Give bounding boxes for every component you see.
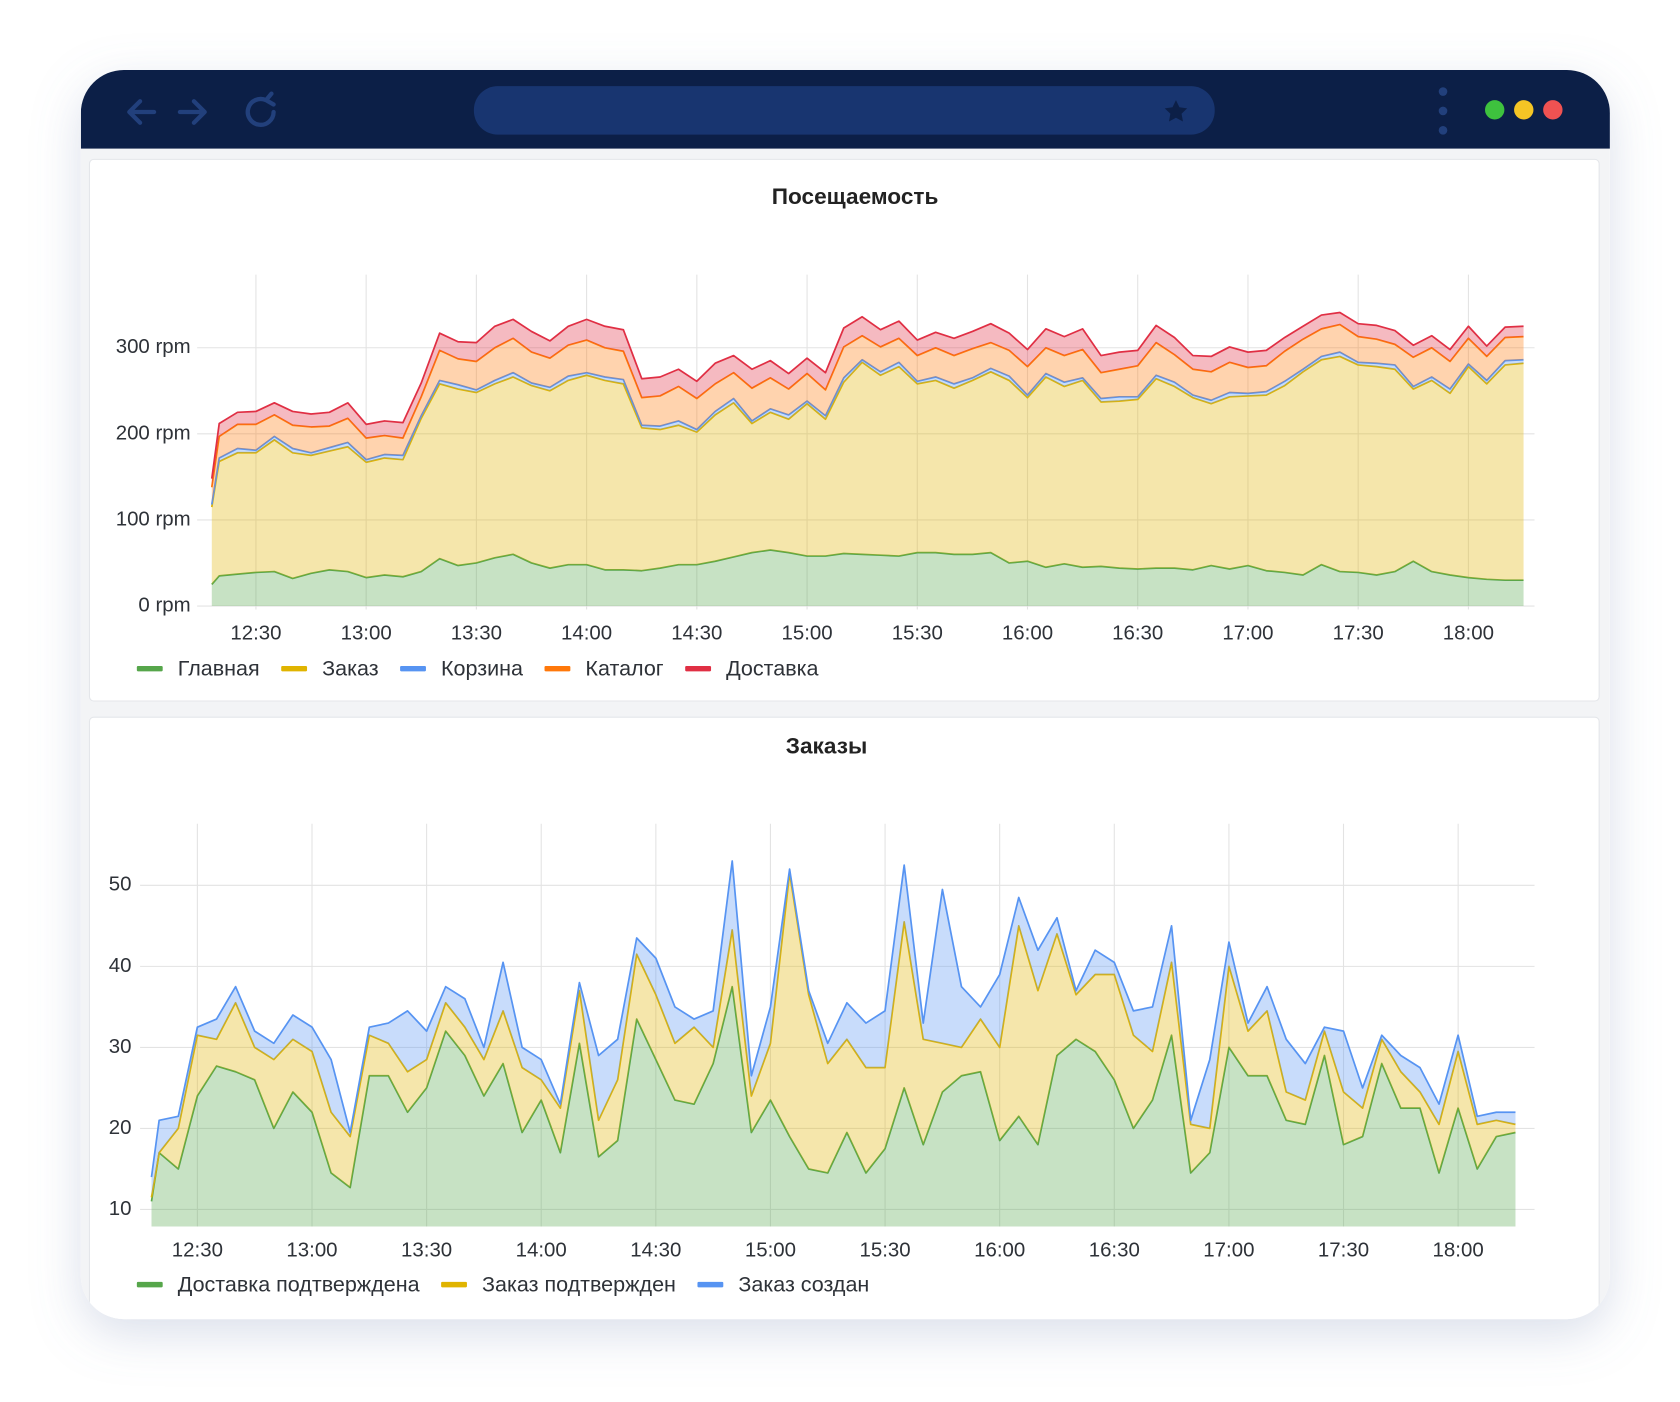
browser-content — [80, 69, 1610, 1320]
x-tick-label: 17:00 — [1222, 622, 1273, 645]
legend-label: Доставка подтверждена — [178, 1272, 420, 1296]
area-line — [210, 355, 1524, 508]
area-fill — [151, 873, 1516, 1202]
area-line — [210, 323, 1524, 488]
x-tick-label: 15:30 — [892, 622, 943, 645]
plot-area — [210, 311, 1524, 607]
legend-label: Корзина — [441, 656, 523, 680]
area-fill — [211, 324, 1524, 505]
window-dot-yellow[interactable] — [1514, 100, 1534, 120]
x-tick-label: 14:30 — [671, 622, 722, 645]
legend-swatch — [136, 1281, 163, 1288]
y-tick-label: 30 — [109, 1035, 132, 1058]
area-line — [210, 351, 1524, 505]
area-line — [211, 549, 1524, 586]
forward-button[interactable] — [177, 99, 207, 125]
x-tick-label: 16:30 — [1089, 1239, 1140, 1262]
x-tick-label: 15:00 — [745, 1239, 796, 1262]
x-tick-label: 13:00 — [341, 622, 392, 645]
window-dot-green[interactable] — [1485, 100, 1505, 120]
y-tick-label: 200 rpm — [116, 421, 191, 444]
y-tick-label: 50 — [109, 873, 132, 896]
legend-label: Заказ — [322, 656, 379, 680]
x-tick-label: 13:30 — [401, 1239, 452, 1262]
area-fill — [211, 352, 1524, 508]
x-tick-label: 15:30 — [859, 1239, 910, 1262]
legend-label: Доставка — [726, 656, 818, 680]
legend-swatch — [544, 666, 571, 672]
area-line — [150, 860, 1516, 1178]
legend-label: Каталог — [585, 656, 663, 680]
x-tick-label: 12:30 — [172, 1239, 223, 1262]
x-tick-label: 13:30 — [451, 622, 502, 645]
legend-swatch — [281, 666, 308, 672]
panel — [88, 158, 1600, 702]
chart-title: Посещаемость — [772, 184, 939, 209]
plot-area — [150, 860, 1516, 1227]
x-tick-label: 16:00 — [1002, 622, 1053, 645]
y-tick-label: 0 rpm — [138, 593, 190, 616]
x-tick-label: 17:00 — [1203, 1239, 1254, 1262]
y-tick-label: 10 — [109, 1197, 132, 1220]
x-tick-label: 13:00 — [286, 1239, 337, 1262]
x-tick-label: 16:00 — [974, 1239, 1025, 1262]
legend-swatch — [136, 666, 163, 672]
y-tick-label: 100 rpm — [116, 507, 191, 530]
x-tick-label: 14:00 — [561, 622, 612, 645]
x-tick-label: 16:30 — [1112, 622, 1163, 645]
bookmark-star[interactable] — [1164, 100, 1188, 122]
x-tick-label: 12:30 — [230, 622, 281, 645]
legend-swatch — [685, 666, 712, 672]
legend-swatch — [697, 1281, 724, 1288]
back-button[interactable] — [127, 99, 157, 125]
y-tick-label: 300 rpm — [116, 335, 191, 358]
x-tick-label: 17:30 — [1318, 1239, 1369, 1262]
menu-button[interactable] — [1438, 87, 1448, 135]
area-fill — [151, 986, 1516, 1227]
y-tick-label: 40 — [109, 954, 132, 977]
legend-label: Главная — [178, 656, 260, 680]
x-tick-label: 17:30 — [1333, 622, 1384, 645]
panel — [88, 716, 1600, 1320]
chart: Посещаемость 0 rpm 100 rpm 200 rpm 300 rpm 12… — [116, 184, 1535, 680]
chart-title: Заказы — [786, 733, 867, 758]
legend-label: Заказ подтвержден — [482, 1272, 676, 1296]
area-line — [150, 872, 1516, 1198]
address-bar[interactable] — [473, 86, 1215, 135]
area-line — [150, 985, 1516, 1202]
x-tick-label: 14:00 — [516, 1239, 567, 1262]
reload-button[interactable] — [245, 91, 276, 127]
x-tick-label: 14:30 — [630, 1239, 681, 1262]
x-tick-label: 18:00 — [1433, 1239, 1484, 1262]
chart: Заказы 10 20 30 40 50 12:30 13:00 13:30 14:00 14:3… — [109, 733, 1535, 1296]
legend-swatch — [441, 1281, 467, 1288]
legend-swatch — [400, 666, 426, 672]
x-tick-label: 18:00 — [1443, 622, 1494, 645]
legend-label: Заказ создан — [738, 1272, 869, 1296]
x-tick-label: 15:00 — [781, 622, 832, 645]
y-tick-label: 20 — [109, 1116, 132, 1139]
area-fill — [211, 356, 1524, 585]
area-fill — [211, 550, 1524, 607]
window-dot-red[interactable] — [1543, 100, 1563, 120]
area-line — [210, 311, 1524, 479]
